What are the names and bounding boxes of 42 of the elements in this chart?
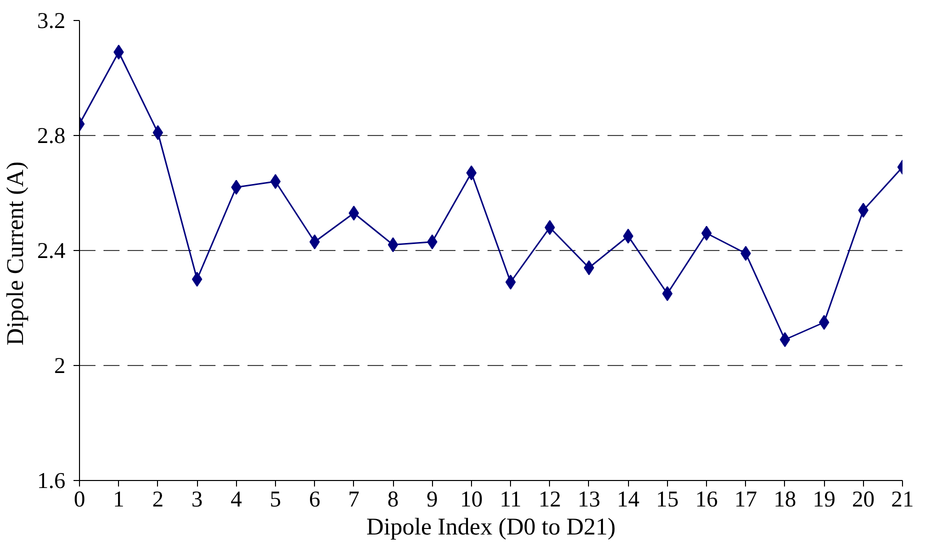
point	[388, 237, 398, 252]
x-tick-label: 16	[695, 486, 718, 512]
x-tick-label: 13	[578, 486, 600, 512]
x-tick-label: 21	[891, 486, 914, 512]
x-tick-label: 6	[308, 486, 320, 512]
x-tick-label: 18	[774, 486, 796, 512]
y-tick-label: 1.6	[37, 468, 66, 493]
x-tick-label: 3	[191, 486, 203, 512]
y-axis-title: Dipole Current (A)	[3, 162, 30, 346]
x-tick-label: 20	[852, 486, 875, 512]
x-tick-label: 0	[74, 486, 86, 512]
x-tick-label: 15	[656, 486, 679, 512]
x-tick-label: 8	[387, 486, 399, 512]
x-tick-label: 11	[500, 486, 522, 512]
point	[780, 332, 790, 348]
y-tick-label: 2	[54, 353, 66, 378]
point	[192, 272, 202, 287]
x-tick-label: 4	[230, 486, 242, 512]
x-tick-label: 2	[152, 486, 164, 512]
x-tick-label: 14	[616, 486, 640, 512]
y-tick-label: 2.4	[37, 238, 66, 263]
x-tick-label: 5	[270, 486, 282, 512]
x-tick-label: 7	[348, 486, 360, 512]
x-axis-title: Dipole Index (D0 to D21)	[366, 514, 616, 540]
point	[309, 234, 320, 250]
x-tick-label: 12	[538, 486, 562, 512]
x-tick-label: 9	[426, 486, 438, 512]
y-tick-label: 2.8	[37, 123, 66, 148]
point	[505, 274, 516, 290]
x-tick-label: 10	[460, 486, 483, 512]
point	[544, 220, 555, 235]
point	[152, 125, 164, 140]
x-tick-label: 19	[812, 486, 836, 512]
point	[466, 165, 477, 180]
point	[270, 174, 281, 189]
x-tick-label: 17	[734, 486, 758, 512]
point	[662, 286, 673, 302]
point	[818, 314, 830, 330]
y-tick-label: 3.2	[37, 8, 66, 33]
point	[701, 226, 712, 241]
x-tick-label: 1	[113, 486, 124, 512]
point	[584, 260, 594, 276]
